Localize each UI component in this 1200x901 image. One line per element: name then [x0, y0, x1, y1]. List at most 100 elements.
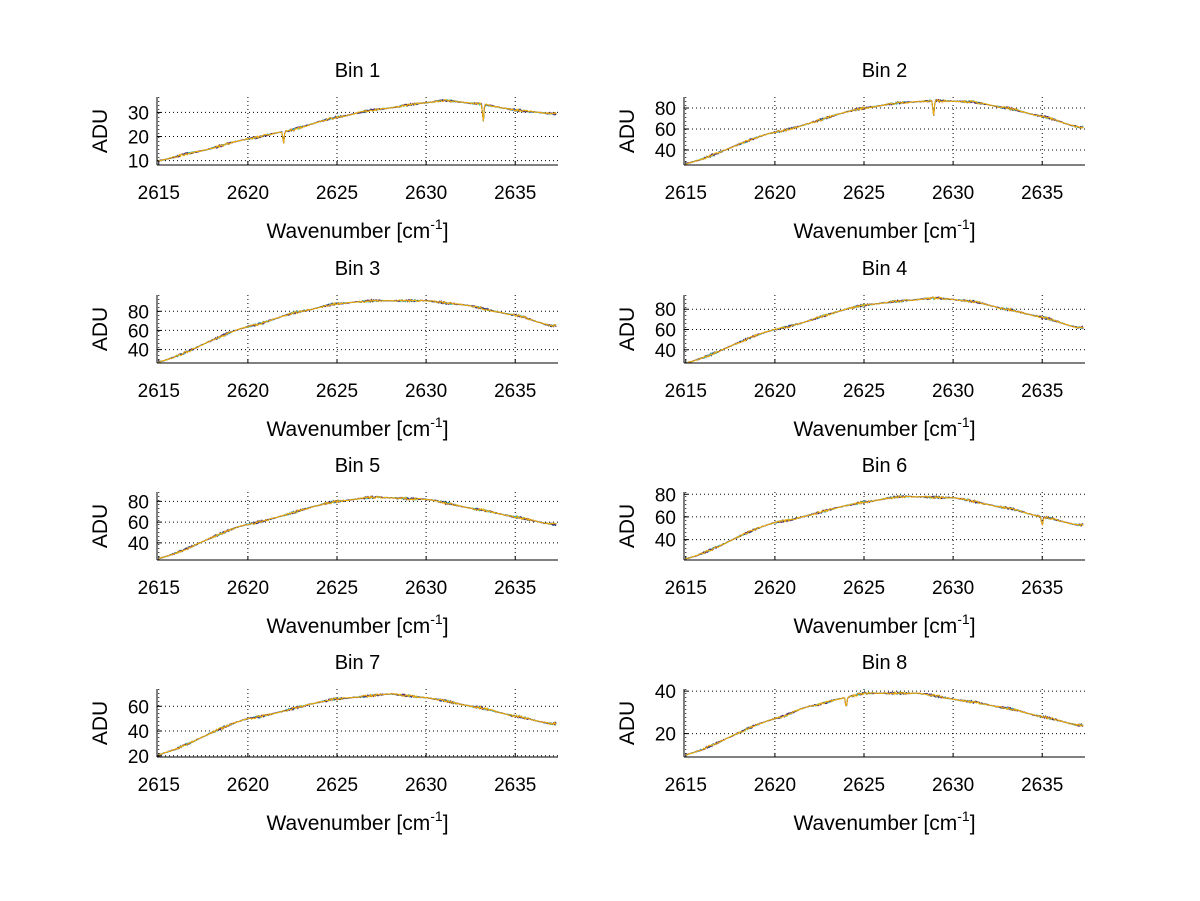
x-tick-label: 2635 — [1021, 775, 1063, 796]
x-tick-label: 2625 — [316, 775, 358, 796]
y-tick-label: 10 — [128, 152, 149, 173]
x-tick-label: 2615 — [665, 183, 707, 204]
y-tick-label: 60 — [655, 321, 676, 342]
x-axis-label-main: Wavenumber [cm — [793, 220, 957, 243]
x-tick-label: 2635 — [494, 578, 536, 599]
x-axis-label-end: ] — [443, 220, 449, 243]
x-axis-label: Wavenumber [cm-1] — [793, 611, 975, 638]
y-axis-label: ADU — [89, 109, 112, 153]
y-axis-label: ADU — [89, 504, 112, 548]
series-line-3 — [158, 693, 557, 756]
x-axis-label-end: ] — [970, 418, 976, 441]
y-axis-label: ADU — [616, 701, 639, 745]
x-axis-label-end: ] — [443, 615, 449, 638]
subplot-bin-8: 2615 2620 2625 2630 2635 20 40 Bin 8 Wavenumber … — [616, 652, 1085, 835]
x-axis-label: Wavenumber [cm-1] — [793, 216, 975, 243]
subplot-title: Bin 8 — [862, 652, 908, 674]
subplot-title: Bin 4 — [862, 258, 908, 280]
series-line-2 — [685, 296, 1084, 364]
x-tick-label: 2625 — [843, 775, 885, 796]
x-axis-label-superscript: -1 — [430, 216, 443, 232]
series-line-2 — [158, 693, 557, 755]
x-tick-label: 2615 — [138, 775, 180, 796]
x-axis-label-end: ] — [443, 418, 449, 441]
x-tick-label: 2615 — [138, 183, 180, 204]
x-tick-label: 2630 — [405, 381, 447, 402]
y-tick-label: 40 — [655, 682, 676, 703]
x-axis-label-main: Wavenumber [cm — [266, 615, 430, 638]
series-line-1 — [158, 693, 557, 756]
y-tick-label: 30 — [128, 103, 149, 124]
x-axis-label: Wavenumber [cm-1] — [266, 414, 448, 441]
x-axis-label: Wavenumber [cm-1] — [793, 808, 975, 835]
x-tick-label: 2625 — [316, 183, 358, 204]
y-tick-label: 80 — [655, 300, 676, 321]
y-tick-label: 20 — [128, 128, 149, 149]
y-tick-label: 20 — [128, 747, 149, 768]
y-axis-label: ADU — [89, 701, 112, 745]
y-tick-label: 40 — [128, 534, 149, 555]
series-line-2 — [158, 495, 557, 560]
x-axis-label-superscript: -1 — [430, 414, 443, 430]
x-tick-label: 2620 — [227, 183, 269, 204]
series-line-4 — [685, 495, 1084, 560]
x-axis-label-end: ] — [970, 615, 976, 638]
x-tick-label: 2625 — [843, 578, 885, 599]
x-tick-label: 2635 — [1021, 578, 1063, 599]
series-line-4 — [158, 298, 557, 363]
x-tick-label: 2615 — [665, 381, 707, 402]
x-tick-label: 2620 — [754, 775, 796, 796]
y-axis-label: ADU — [616, 504, 639, 548]
x-axis-label-main: Wavenumber [cm — [793, 812, 957, 835]
x-tick-label: 2620 — [754, 578, 796, 599]
y-tick-label: 40 — [655, 341, 676, 362]
x-tick-label: 2625 — [316, 381, 358, 402]
x-tick-label: 2625 — [316, 578, 358, 599]
x-axis-label-main: Wavenumber [cm — [266, 418, 430, 441]
y-tick-label: 80 — [128, 302, 149, 323]
x-axis-label-end: ] — [970, 220, 976, 243]
y-tick-label: 80 — [655, 99, 676, 120]
y-tick-label: 60 — [128, 697, 149, 718]
x-tick-label: 2630 — [932, 775, 974, 796]
series-line-1 — [685, 98, 1084, 165]
subplot-bin-1: 2615 2620 2625 2630 2635 10 20 30 Bin 1 Wavenumbe… — [89, 60, 558, 243]
series-line-2 — [685, 691, 1084, 756]
y-tick-label: 60 — [128, 321, 149, 342]
subplot-title: Bin 5 — [335, 455, 381, 477]
x-tick-label: 2625 — [843, 183, 885, 204]
x-tick-label: 2615 — [665, 578, 707, 599]
x-tick-label: 2635 — [1021, 183, 1063, 204]
y-tick-label: 60 — [128, 513, 149, 534]
x-tick-label: 2630 — [405, 183, 447, 204]
x-axis-label: Wavenumber [cm-1] — [793, 414, 975, 441]
y-tick-label: 20 — [655, 725, 676, 746]
series-line-2 — [158, 99, 557, 162]
x-axis-label-main: Wavenumber [cm — [793, 615, 957, 638]
series-line-4 — [685, 98, 1084, 165]
x-tick-label: 2630 — [932, 183, 974, 204]
subplot-title: Bin 2 — [862, 60, 908, 82]
x-axis-label-superscript: -1 — [957, 808, 970, 824]
x-tick-label: 2615 — [138, 578, 180, 599]
series-line-3 — [685, 495, 1084, 560]
series-line-1 — [685, 691, 1084, 756]
y-tick-label: 60 — [655, 120, 676, 141]
x-tick-label: 2635 — [494, 381, 536, 402]
x-axis-label-superscript: -1 — [430, 611, 443, 627]
x-axis-label: Wavenumber [cm-1] — [266, 216, 448, 243]
y-tick-label: 60 — [655, 508, 676, 529]
series-line-1 — [685, 296, 1084, 364]
x-tick-label: 2620 — [227, 381, 269, 402]
x-tick-label: 2620 — [754, 183, 796, 204]
series-line-3 — [685, 296, 1084, 364]
x-tick-label: 2620 — [754, 381, 796, 402]
x-axis-label: Wavenumber [cm-1] — [266, 611, 448, 638]
y-axis-label: ADU — [89, 307, 112, 351]
